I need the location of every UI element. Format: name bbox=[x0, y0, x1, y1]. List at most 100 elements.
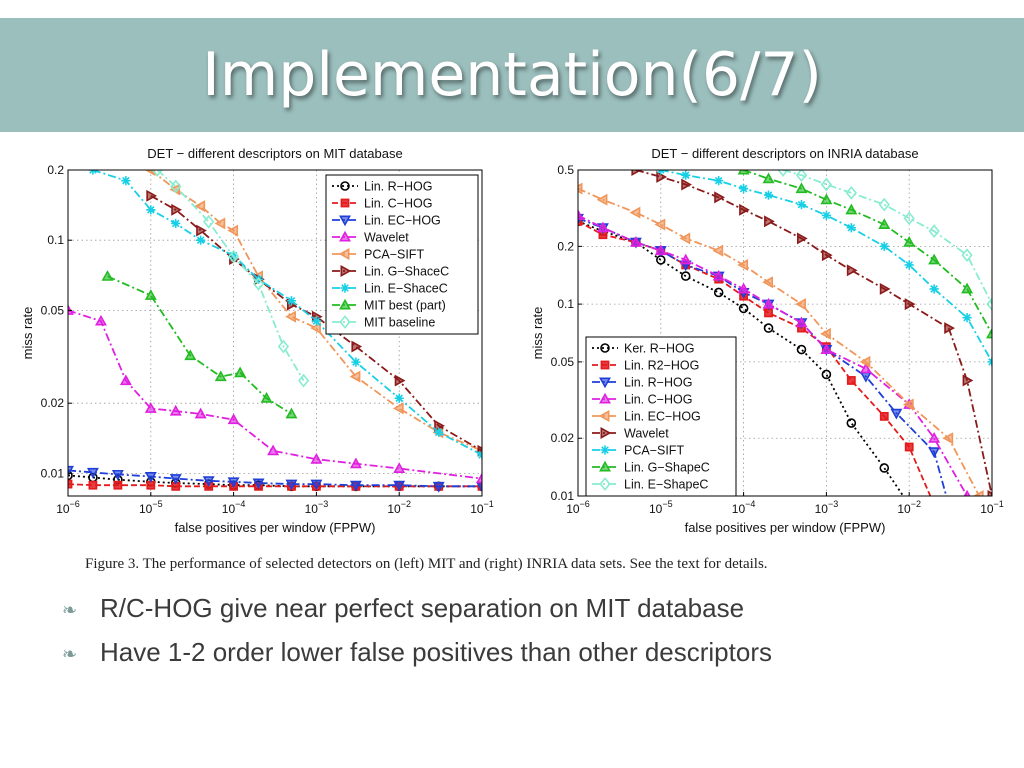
y-tick-label: 0.02 bbox=[551, 431, 575, 445]
data-point bbox=[737, 170, 750, 175]
data-point bbox=[252, 478, 265, 490]
data-point bbox=[392, 402, 404, 415]
data-point bbox=[931, 501, 938, 508]
data-point bbox=[144, 472, 157, 483]
legend-marker bbox=[600, 360, 610, 370]
data-point bbox=[821, 210, 831, 220]
data-point bbox=[169, 404, 182, 416]
series-9 bbox=[777, 170, 992, 311]
data-point bbox=[777, 170, 789, 177]
data-point bbox=[714, 176, 724, 186]
plot-frame bbox=[67, 169, 483, 497]
data-point bbox=[297, 373, 310, 388]
x-tick-label: 10−2 bbox=[897, 499, 921, 516]
data-point bbox=[820, 343, 833, 354]
legend-marker bbox=[340, 283, 350, 293]
data-point bbox=[393, 480, 406, 492]
data-point bbox=[796, 200, 807, 210]
legend: Ker. R−HOG Lin. R2−HOG Lin. R−HOG Lin. C−HO… bbox=[585, 336, 737, 497]
data-point bbox=[820, 193, 833, 205]
legend: Lin. R−HOG Lin. C−HOG Lin. EC−HOG Wavelet PC… bbox=[325, 174, 479, 335]
y-tick-label: 0.2 bbox=[47, 163, 64, 177]
data-point bbox=[476, 472, 482, 484]
curl-bullet-icon: ❧ bbox=[62, 600, 78, 621]
data-point bbox=[961, 248, 973, 262]
data-point bbox=[904, 260, 914, 270]
data-point bbox=[820, 177, 833, 192]
data-point bbox=[214, 370, 227, 382]
series-line bbox=[156, 170, 305, 382]
charts-area: 10−6 10−5 10−4 10−3 10−2 10−1 0.01 0.02 0.05 0.1 0… bbox=[20, 146, 1004, 535]
data-point bbox=[846, 223, 856, 233]
data-point bbox=[227, 477, 240, 489]
data-point bbox=[821, 369, 832, 380]
legend-label: MIT baseline bbox=[364, 316, 435, 330]
series-9 bbox=[151, 170, 310, 388]
data-point bbox=[859, 362, 872, 374]
data-point bbox=[151, 170, 163, 177]
data-point bbox=[169, 474, 182, 485]
data-point bbox=[763, 323, 774, 333]
series-7 bbox=[656, 170, 992, 367]
legend-label: PCA−SIFT bbox=[364, 248, 424, 262]
data-point bbox=[795, 298, 806, 311]
data-point bbox=[596, 193, 608, 206]
series-line bbox=[743, 170, 992, 335]
data-point bbox=[285, 310, 296, 323]
legend-label: Lin. C−HOG bbox=[364, 197, 432, 211]
legend-label: Lin. EC−HOG bbox=[624, 410, 701, 424]
y-tick-label: 0.05 bbox=[41, 303, 65, 317]
data-point bbox=[144, 289, 157, 300]
series-6 bbox=[631, 170, 992, 496]
data-point bbox=[184, 349, 197, 361]
data-point bbox=[846, 264, 858, 277]
series-line bbox=[150, 170, 482, 452]
data-point bbox=[227, 224, 239, 237]
data-point bbox=[903, 211, 915, 226]
data-point bbox=[146, 205, 156, 215]
legend-marker bbox=[339, 215, 351, 227]
series-8 bbox=[101, 270, 298, 419]
data-point bbox=[762, 297, 775, 309]
data-point bbox=[820, 327, 831, 340]
legend-label: Lin. R−HOG bbox=[624, 376, 692, 390]
legend-marker bbox=[600, 445, 610, 455]
data-point bbox=[680, 271, 691, 281]
data-point bbox=[795, 316, 808, 328]
data-point bbox=[351, 340, 363, 353]
series-3 bbox=[68, 465, 482, 493]
data-point bbox=[846, 376, 856, 385]
plot-frame bbox=[577, 169, 993, 497]
data-point bbox=[859, 355, 871, 368]
data-point bbox=[796, 344, 807, 355]
data-point bbox=[654, 244, 667, 256]
series-line bbox=[68, 309, 482, 480]
bullet-item: ❧ R/C-HOG give near perfect separation on… bbox=[62, 590, 772, 634]
data-point bbox=[795, 182, 808, 194]
legend-marker bbox=[340, 265, 352, 277]
data-point bbox=[144, 170, 156, 176]
data-point bbox=[944, 322, 955, 335]
data-point bbox=[762, 172, 775, 184]
legend-label: Lin. G−ShapeC bbox=[624, 461, 710, 475]
data-point bbox=[349, 457, 362, 469]
data-point bbox=[929, 284, 939, 294]
y-tick-label: 0.05 bbox=[551, 355, 575, 369]
data-point bbox=[679, 232, 691, 245]
bullet-item: ❧ Have 1-2 order lower false positives th… bbox=[62, 634, 772, 678]
legend-marker bbox=[340, 181, 350, 191]
series-line bbox=[782, 170, 992, 305]
data-point bbox=[962, 313, 972, 323]
data-point bbox=[879, 241, 889, 251]
bullet-text: R/C-HOG give near perfect separation on … bbox=[100, 593, 745, 623]
data-point bbox=[286, 296, 297, 306]
data-point bbox=[737, 282, 750, 294]
y-tick-label: 0.01 bbox=[551, 489, 575, 503]
x-tick-label: 10−3 bbox=[305, 499, 329, 516]
data-point bbox=[879, 411, 889, 421]
data-point bbox=[679, 253, 692, 265]
data-point bbox=[310, 452, 323, 464]
legend-marker bbox=[338, 248, 350, 260]
data-point bbox=[739, 183, 749, 194]
data-point bbox=[285, 407, 298, 419]
